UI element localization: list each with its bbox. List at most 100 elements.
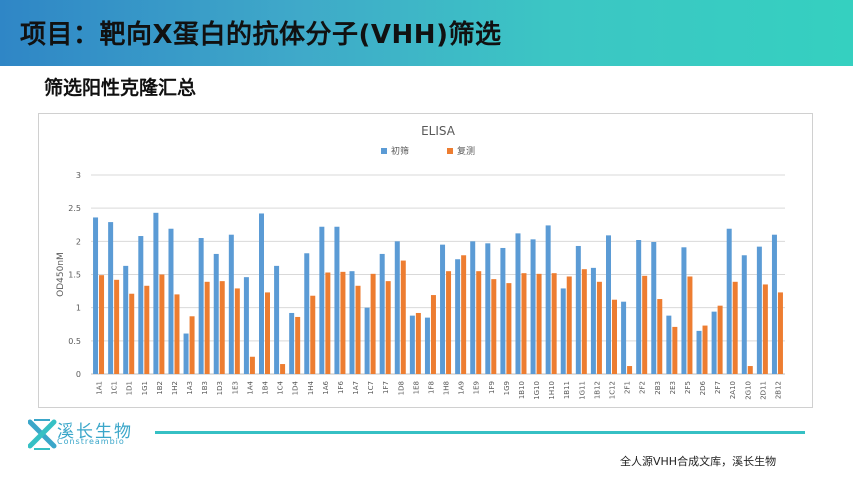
bar-series1 [259,213,264,374]
bar-series2 [189,316,195,374]
bar-series2 [234,288,240,374]
x-tick-label: 1D4 [292,380,300,395]
x-tick-label: 1B12 [593,381,601,399]
bar-series1 [440,244,446,374]
bar-series1 [711,311,717,374]
bar-series2 [310,295,316,374]
bar-series2 [702,325,708,374]
x-tick-label: 1E3 [231,381,239,394]
bar-series2 [461,255,467,374]
x-tick-label: 1H2 [171,381,179,395]
x-tick-label: 1G10 [533,381,541,400]
x-tick-label: 1A6 [322,380,330,394]
x-tick-label: 1A9 [458,381,466,395]
bar-series2 [506,283,512,374]
x-tick-label: 2E3 [669,381,677,394]
x-tick-label: 1C12 [609,381,617,399]
x-tick-label: 1H8 [443,381,451,395]
bar-series1 [530,239,536,374]
x-tick-label: 1B11 [563,381,571,399]
bar-series2 [114,279,120,374]
bar-series2 [536,273,542,374]
bar-series2 [144,285,150,374]
bar-series1 [274,265,280,374]
legend-swatch-series2 [447,148,453,154]
bar-series2 [612,299,617,374]
x-tick-label: 2B3 [654,381,662,395]
x-tick-label: 1C7 [367,381,375,395]
bar-series1 [183,333,189,374]
y-tick-label: 0 [76,370,81,379]
x-tick-label: 1H4 [307,380,315,395]
bar-series2 [491,279,497,374]
x-tick-label: 1A3 [186,381,194,395]
bar-series1 [455,259,461,374]
x-tick-label: 1C4 [277,380,285,394]
x-tick-label: 1F6 [337,380,345,393]
bar-series1 [424,317,430,374]
bar-series2 [596,281,602,374]
bar-series1 [108,222,114,374]
bar-series2 [446,271,452,374]
bar-series2 [551,273,557,374]
page-title: 项目：靶向X蛋白的抗体分子(VHH)筛选 [20,20,502,50]
bar-series1 [485,243,491,374]
bar-series1 [560,288,566,374]
y-tick-label: 0.5 [68,337,81,346]
bar-series1 [409,315,415,374]
bar-series2 [295,316,301,374]
bar-series2 [657,299,663,374]
bar-series1 [651,241,657,374]
x-tick-label: 2B12 [774,381,782,399]
bar-series1 [168,228,174,374]
x-tick-label: 1D1 [126,381,134,395]
legend-swatch-series1 [381,148,387,154]
bar-series2 [762,284,768,374]
bar-series1 [606,235,611,374]
bar-series2 [415,312,421,374]
bar-series2 [204,281,210,374]
x-tick-label: 1G11 [578,381,586,400]
y-tick-label: 2 [76,237,81,246]
bar-series2 [747,366,753,374]
bar-series1 [545,225,551,374]
bar-series2 [280,364,286,374]
footer-note: 全人源VHH合成文库，溪长生物 [620,455,777,468]
x-tick-label: 2D6 [699,380,707,395]
bar-series1 [93,217,99,374]
bar-series1 [304,253,310,374]
x-tick-label: 1D8 [397,381,405,395]
bar-series1 [394,241,400,374]
bar-series2 [219,281,225,374]
logo-text-en: Constreambio [57,437,125,446]
bar-series2 [566,276,572,374]
bar-series2 [99,275,105,374]
bar-series2 [370,273,376,374]
bar-series2 [265,292,270,374]
bar-series1 [741,255,747,374]
bar-series1 [379,253,385,374]
bar-series1 [756,246,762,374]
bar-series2 [129,293,135,374]
bar-series1 [334,226,340,374]
x-tick-label: 1B4 [262,380,270,394]
x-tick-label: 2F5 [684,381,692,394]
x-tick-label: 1H10 [548,381,556,400]
y-tick-label: 1.5 [68,271,81,280]
bar-series1 [289,312,295,374]
bar-series2 [476,271,482,374]
bar-series2 [385,281,391,374]
bar-series1 [515,233,521,374]
bar-series1 [666,315,672,374]
x-tick-label: 1G9 [503,381,511,395]
logo-icon [28,419,57,450]
bar-series2 [400,260,406,374]
bar-series2 [340,271,346,374]
bar-series2 [687,276,693,374]
bar-series2 [355,285,361,374]
bar-series2 [717,305,723,374]
bar-series1 [138,236,144,374]
x-tick-label: 1B10 [518,381,526,399]
bar-series2 [325,272,331,374]
x-tick-label: 2F2 [639,381,647,394]
